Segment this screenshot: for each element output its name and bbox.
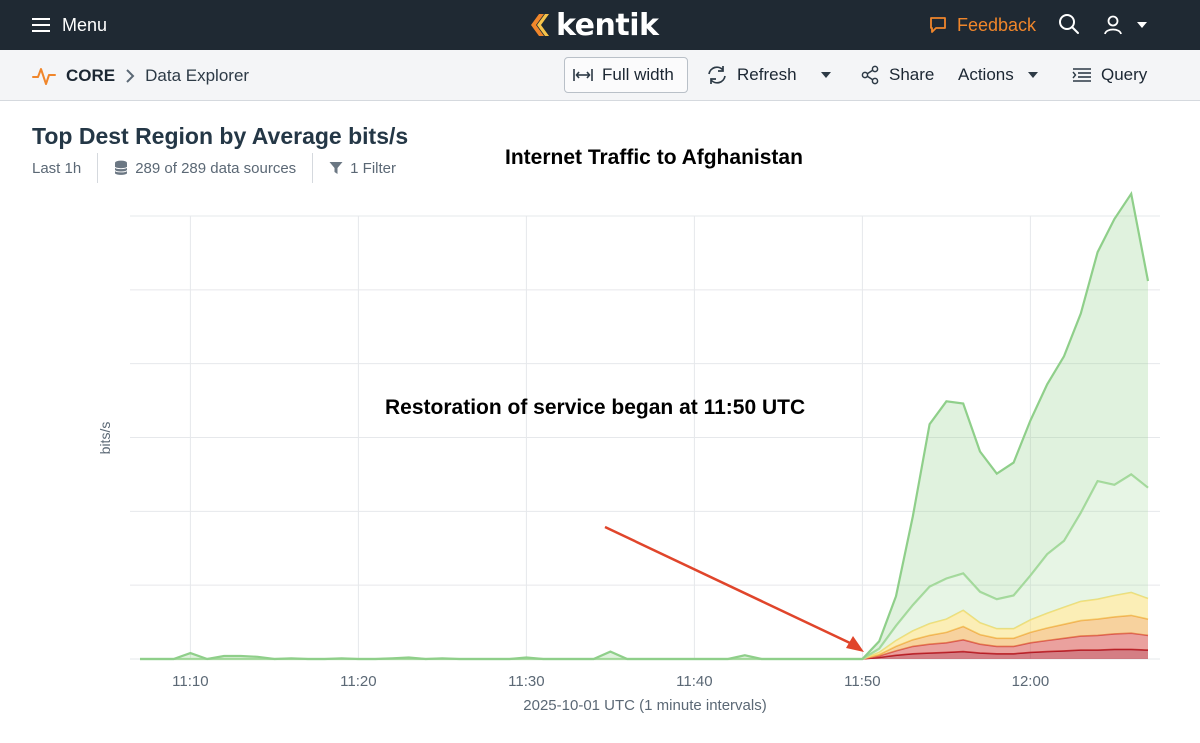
chart-annotation-note: Restoration of service began at 11:50 UT… xyxy=(385,396,806,419)
logo-text: kentik xyxy=(556,7,659,43)
x-tick-label: 11:50 xyxy=(844,673,880,690)
feedback-button[interactable]: Feedback xyxy=(928,12,1036,38)
share-button[interactable]: Share xyxy=(852,57,942,93)
database-icon xyxy=(114,160,128,175)
search-button[interactable] xyxy=(1058,13,1082,37)
feedback-icon xyxy=(930,17,946,33)
menu-label: Menu xyxy=(62,14,108,35)
data-sources-info[interactable]: 289 of 289 data sources xyxy=(114,160,296,177)
annotation-arrow xyxy=(604,525,864,652)
user-menu-button[interactable] xyxy=(1102,12,1148,38)
series-area xyxy=(140,592,1148,659)
share-label: Share xyxy=(889,65,935,84)
query-button[interactable]: Query xyxy=(1064,57,1155,93)
hamburger-icon xyxy=(32,18,50,32)
menu-button[interactable]: Menu xyxy=(32,12,107,38)
chevron-down-icon xyxy=(1137,22,1147,28)
query-list-icon xyxy=(1072,68,1091,82)
divider xyxy=(312,153,314,183)
refresh-options-dropdown[interactable] xyxy=(812,57,840,93)
filter-label: 1 Filter xyxy=(350,159,397,177)
series-area xyxy=(140,649,1148,659)
series-area xyxy=(140,615,1148,659)
refresh-label: Refresh xyxy=(737,65,797,84)
feedback-label: Feedback xyxy=(957,14,1037,35)
series-area xyxy=(140,633,1148,659)
kentik-logo[interactable]: kentik xyxy=(526,7,659,43)
caret-down-icon xyxy=(821,72,831,78)
chart-grid xyxy=(130,215,1160,660)
series-area xyxy=(140,193,1148,660)
expand-horizontal-icon xyxy=(573,69,593,81)
data-sources-label: 289 of 289 data sources xyxy=(135,159,297,177)
panel-title: Top Dest Region by Average bits/s xyxy=(32,123,409,149)
x-tick-label: 11:20 xyxy=(340,673,376,690)
top-navigation-bar: Menu kentik Feedback xyxy=(0,0,1200,50)
filter-info[interactable]: 1 Filter xyxy=(329,160,396,177)
y-axis-label: bits/s xyxy=(97,422,113,455)
divider xyxy=(97,153,99,183)
actions-dropdown[interactable]: Actions xyxy=(950,57,1047,93)
search-icon xyxy=(1059,14,1079,34)
chart-annotation-title: Internet Traffic to Afghanistan xyxy=(505,146,803,169)
x-axis-label: 2025-10-01 UTC (1 minute intervals) xyxy=(523,697,766,714)
panel-meta: Last 1h 289 of 289 data sources 1 Filter xyxy=(32,153,396,183)
actions-label: Actions xyxy=(958,65,1014,84)
refresh-button[interactable]: Refresh xyxy=(698,57,805,93)
refresh-icon xyxy=(708,66,726,84)
breadcrumb: CORE Data Explorer xyxy=(32,63,249,89)
full-width-button[interactable]: Full width xyxy=(564,57,688,93)
chart-series xyxy=(140,190,1150,661)
breadcrumb-core[interactable]: CORE xyxy=(66,66,116,85)
activity-pulse-icon xyxy=(32,68,56,85)
time-range-label[interactable]: Last 1h xyxy=(32,159,82,177)
x-tick-label: 11:10 xyxy=(172,673,208,690)
query-label: Query xyxy=(1101,65,1148,84)
filter-icon xyxy=(329,162,343,174)
caret-down-icon xyxy=(1027,72,1038,78)
kentik-logo-mark-icon xyxy=(531,14,549,36)
series-line xyxy=(140,190,1150,661)
toolbar: CORE Data Explorer Full width Refresh xyxy=(0,50,1200,101)
chevron-right-icon xyxy=(126,69,135,83)
user-icon xyxy=(1104,15,1122,35)
x-tick-label: 11:40 xyxy=(676,673,712,690)
share-icon xyxy=(861,65,879,85)
x-tick-label: 12:00 xyxy=(1012,673,1050,690)
x-axis-ticks: 11:10 11:20 11:30 11:40 11:50 12:00 xyxy=(172,673,1049,690)
full-width-label: Full width xyxy=(602,65,674,84)
x-tick-label: 11:30 xyxy=(508,673,544,690)
breadcrumb-data-explorer: Data Explorer xyxy=(145,66,250,85)
